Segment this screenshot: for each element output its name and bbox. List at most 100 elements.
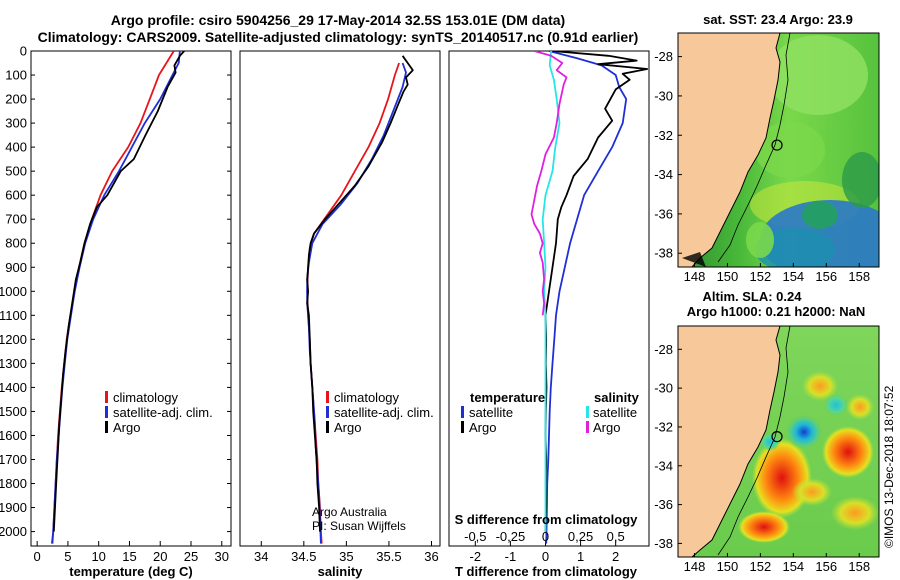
lat-tick-label: -36	[654, 206, 673, 221]
x-tick-label: 35	[339, 549, 353, 564]
depth-tick-label: 800	[5, 236, 27, 251]
legend-climatology: climatology	[113, 390, 179, 405]
lon-tick-label: 150	[717, 269, 739, 284]
lat-tick-label: -36	[654, 497, 673, 512]
lat-tick-label: -34	[654, 167, 673, 182]
depth-tick-label: 1500	[0, 404, 27, 419]
figure-title-line2: Climatology: CARS2009. Satellite-adjuste…	[37, 29, 639, 45]
x-tick-label: 30	[215, 549, 229, 564]
s-difference-axis-label: S difference from climatology	[455, 512, 639, 527]
depth-tick-label: 1000	[0, 284, 27, 299]
depth-tick-label: 100	[5, 68, 27, 83]
lon-tick-label: 158	[848, 269, 870, 284]
depth-tick-label: 2000	[0, 524, 27, 539]
lat-tick-label: -38	[654, 246, 673, 261]
figure-title-line1: Argo profile: csiro 5904256_29 17-May-20…	[110, 12, 566, 28]
difference-panel: -2 -1 0 1 2 T difference from climatology S …	[448, 50, 650, 579]
temperature-legend: climatology satellite-adj. clim. Argo	[105, 390, 213, 435]
depth-tick-label: 500	[5, 164, 27, 179]
t-difference-axis-label: T difference from climatology	[455, 564, 638, 579]
credit-pi: PI: Susan Wijffels	[312, 519, 406, 533]
lon-tick-label: 156	[815, 559, 837, 574]
legend-argo: Argo	[334, 420, 361, 435]
salinity-difference-legend: salinity satellite Argo	[586, 390, 640, 435]
sst-map-axes: 148 150 152 154 156 158 -28 -30 -32 -34 -36 -38	[654, 49, 870, 284]
difference-series	[530, 51, 649, 544]
depth-tick-label: 900	[5, 260, 27, 275]
series-line-argo	[306, 55, 414, 532]
salinity-series	[306, 55, 414, 544]
legend-t-argo: Argo	[469, 420, 496, 435]
legend-t-satellite: satellite	[469, 405, 513, 420]
salinity-legend: climatology satellite-adj. clim. Argo	[326, 390, 434, 435]
x-tick-label: 34	[254, 549, 268, 564]
depth-tick-label: 1800	[0, 476, 27, 491]
sla-map-title: Altim. SLA: 0.24	[703, 289, 803, 304]
sst-map: sat. SST: 23.4 Argo: 23.9 148 150 152 154 15…	[654, 12, 880, 284]
credit-argo-australia: Argo Australia	[312, 505, 387, 519]
x-tick-label: 15	[122, 549, 136, 564]
legend-temperature-heading: temperature	[470, 390, 545, 405]
lat-tick-label: -28	[654, 49, 673, 64]
legend-satellite: satellite-adj. clim.	[334, 405, 434, 420]
lat-tick-label: -38	[654, 536, 673, 551]
depth-tick-label: 1600	[0, 428, 27, 443]
depth-tick-label: 700	[5, 212, 27, 227]
s-difference-tick-label: 0	[542, 529, 549, 544]
s-difference-tick-label: -0,25	[496, 529, 526, 544]
legend-s-satellite: satellite	[593, 405, 637, 420]
x-tick-label: 2	[612, 549, 619, 564]
depth-tick-label: 400	[5, 140, 27, 155]
lat-tick-label: -30	[654, 88, 673, 103]
depth-tick-label: 1100	[0, 308, 27, 323]
lon-tick-label: 158	[848, 559, 870, 574]
s-difference-tick-label: 0,25	[568, 529, 593, 544]
legend-s-argo: Argo	[593, 420, 620, 435]
argo-float-marker	[771, 431, 783, 443]
temperature-panel: 0100200300400500600700800900100011001200…	[0, 44, 649, 579]
legend-argo: Argo	[113, 420, 140, 435]
lat-tick-label: -30	[654, 381, 673, 396]
depth-tick-label: 1200	[0, 332, 27, 347]
lon-tick-label: 154	[782, 269, 804, 284]
sla-map-axes: 148 150 152 154 156 158 -28 -30 -32 -34 -36 -38	[654, 342, 870, 574]
lon-tick-label: 152	[750, 269, 772, 284]
lat-tick-label: -34	[654, 458, 673, 473]
x-tick-label: 1	[577, 549, 584, 564]
legend-climatology: climatology	[334, 390, 400, 405]
lat-tick-label: -32	[654, 419, 673, 434]
depth-tick-label: 600	[5, 188, 27, 203]
sst-map-title: sat. SST: 23.4 Argo: 23.9	[703, 12, 853, 27]
sla-map-subtitle: Argo h1000: 0.21 h2000: NaN	[687, 304, 865, 319]
lon-tick-label: 152	[750, 559, 772, 574]
lon-tick-label: 150	[717, 559, 739, 574]
x-tick-label: 34.5	[291, 549, 316, 564]
s-difference-ticks: -0,5 -0,25 0 0,25 0,5	[464, 529, 625, 544]
x-tick-label: 35.5	[376, 549, 401, 564]
argo-float-marker	[771, 139, 783, 151]
s-difference-tick-label: -0,5	[464, 529, 486, 544]
x-tick-label: 0	[34, 549, 41, 564]
temperature-axis: 0 5 10 15 20 25 30	[34, 541, 229, 564]
salinity-axis: 34 34.5 35 35.5 36	[254, 541, 439, 564]
x-tick-label: -1	[505, 549, 517, 564]
depth-tick-label: 300	[5, 116, 27, 131]
lat-tick-label: -28	[654, 342, 673, 357]
x-tick-label: 20	[153, 549, 167, 564]
lon-tick-label: 148	[684, 269, 706, 284]
imos-credit: ©IMOS 13-Dec-2018 18:07:52	[882, 385, 896, 548]
lat-tick-label: -32	[654, 128, 673, 143]
lon-tick-label: 156	[815, 269, 837, 284]
x-tick-label: 25	[184, 549, 198, 564]
x-tick-label: -2	[470, 549, 482, 564]
sla-map: Altim. SLA: 0.24 Argo h1000: 0.21 h2000:…	[654, 289, 880, 574]
lon-tick-label: 154	[782, 559, 804, 574]
series-line-argo	[52, 51, 185, 532]
x-tick-label: 36	[424, 549, 438, 564]
x-tick-label: 10	[91, 549, 105, 564]
salinity-axis-label: salinity	[318, 564, 364, 579]
s-difference-tick-label: 0,5	[607, 529, 625, 544]
depth-tick-label: 1900	[0, 500, 27, 515]
temperature-difference-legend: temperature satellite Argo	[461, 390, 545, 435]
